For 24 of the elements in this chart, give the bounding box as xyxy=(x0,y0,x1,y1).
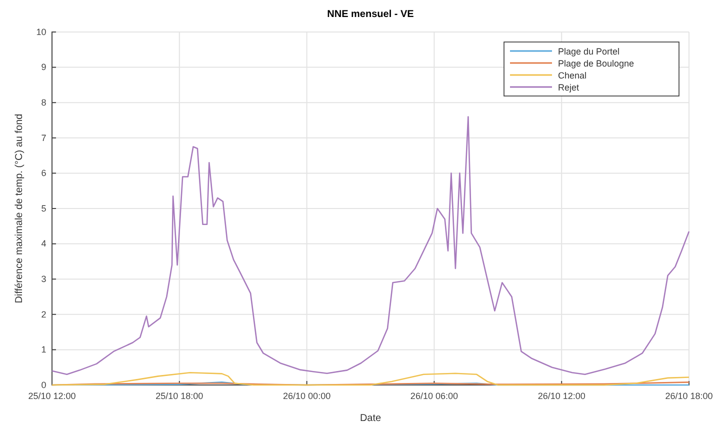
legend-label: Chenal xyxy=(558,70,587,80)
y-tick-label: 1 xyxy=(41,344,46,355)
y-tick-label: 4 xyxy=(41,238,46,249)
y-tick-label: 2 xyxy=(41,309,46,320)
y-tick-label: 7 xyxy=(41,132,46,143)
x-tick-label: 25/10 12:00 xyxy=(28,390,76,401)
y-tick-label: 5 xyxy=(41,203,46,214)
x-tick-label: 26/10 00:00 xyxy=(283,390,331,401)
y-tick-label: 0 xyxy=(41,380,46,390)
y-tick-label: 3 xyxy=(41,274,46,284)
x-tick-label: 26/10 06:00 xyxy=(410,390,458,401)
y-axis-title: Différence maximale de temp. (°C) au fond xyxy=(14,114,25,304)
legend-label: Rejet xyxy=(558,82,580,92)
x-tick-label: 25/10 18:00 xyxy=(156,390,204,401)
x-tick-label: 26/10 18:00 xyxy=(665,390,713,401)
y-tick-label: 8 xyxy=(41,97,46,108)
y-tick-label: 6 xyxy=(41,168,46,178)
chart-title: NNE mensuel - VE xyxy=(327,9,414,20)
y-tick-label: 10 xyxy=(36,26,46,37)
legend-label: Plage du Portel xyxy=(558,46,620,56)
y-tick-label: 9 xyxy=(41,62,46,72)
x-tick-label: 26/10 12:00 xyxy=(538,390,586,401)
x-axis-title: Date xyxy=(360,413,382,424)
legend-label: Plage de Boulogne xyxy=(558,58,634,68)
